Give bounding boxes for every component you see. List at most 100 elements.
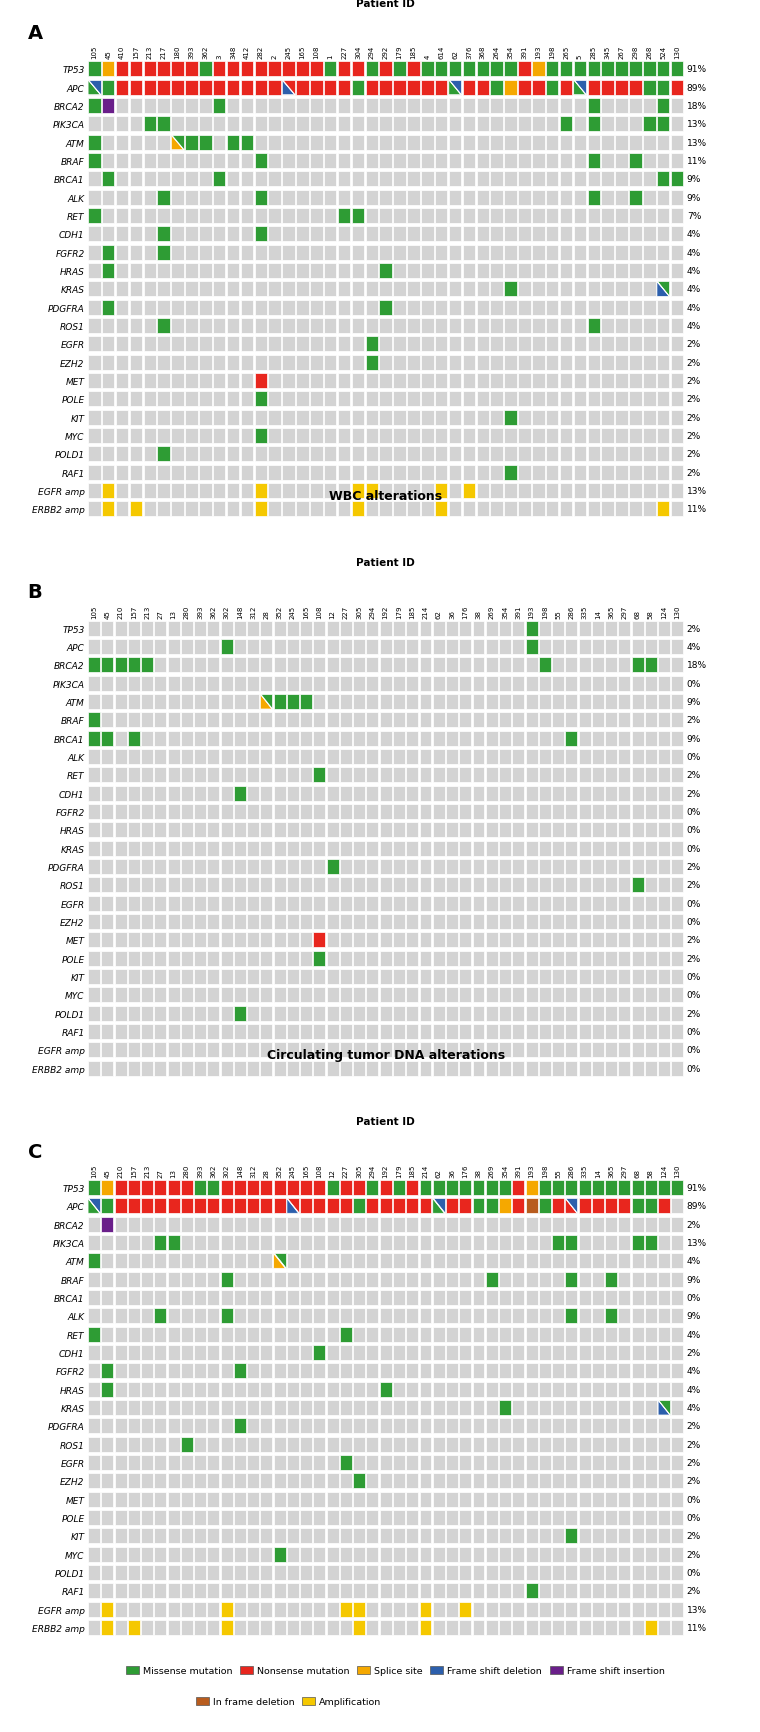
Bar (310, 282, 322, 298)
Bar (393, 1566, 405, 1580)
Bar (88, 391, 100, 407)
Bar (234, 951, 245, 966)
Bar (546, 355, 559, 371)
Bar (185, 118, 198, 132)
Bar (234, 878, 245, 894)
Bar (526, 1235, 537, 1251)
Bar (671, 430, 683, 443)
Bar (116, 374, 128, 390)
Bar (234, 786, 245, 802)
Bar (490, 246, 503, 260)
Bar (671, 338, 683, 352)
Bar (300, 1419, 312, 1434)
Bar (274, 804, 286, 819)
Bar (601, 227, 614, 242)
Bar (446, 823, 458, 838)
Bar (213, 502, 226, 518)
Bar (526, 1308, 537, 1323)
Bar (592, 951, 603, 966)
Bar (274, 1399, 286, 1415)
Bar (168, 1235, 179, 1251)
Bar (518, 483, 530, 499)
Bar (546, 447, 559, 462)
Bar (552, 1399, 564, 1415)
Bar (486, 622, 498, 636)
Bar (463, 210, 475, 223)
Bar (261, 675, 272, 691)
Bar (102, 447, 115, 462)
Bar (247, 1399, 259, 1415)
Bar (88, 1327, 100, 1342)
Bar (477, 447, 489, 462)
Bar (327, 951, 339, 966)
Bar (552, 1308, 564, 1323)
Bar (574, 391, 586, 407)
Bar (605, 987, 617, 1003)
Bar (526, 1474, 537, 1488)
Bar (128, 639, 140, 655)
Bar (380, 1271, 391, 1287)
Bar (407, 914, 418, 930)
Bar (353, 1363, 365, 1379)
Bar (605, 695, 617, 710)
Bar (560, 391, 572, 407)
Bar (185, 210, 198, 223)
Bar (353, 1528, 365, 1543)
Bar (300, 1510, 312, 1526)
Bar (546, 171, 559, 187)
Bar (220, 750, 233, 764)
Bar (526, 750, 537, 764)
Bar (128, 1583, 140, 1599)
Bar (226, 282, 239, 298)
Bar (247, 934, 259, 947)
Bar (380, 1024, 391, 1039)
Bar (157, 282, 170, 298)
Bar (619, 1062, 630, 1076)
Bar (587, 282, 600, 298)
Bar (247, 970, 259, 984)
Bar (645, 1043, 657, 1058)
Bar (463, 301, 475, 315)
Bar (327, 1235, 339, 1251)
Bar (241, 210, 253, 223)
Text: 0%: 0% (686, 1063, 701, 1074)
Bar (512, 987, 524, 1003)
Bar (393, 804, 405, 819)
Bar (512, 675, 524, 691)
Bar (490, 154, 503, 170)
Bar (220, 1363, 233, 1379)
Bar (552, 622, 564, 636)
Bar (407, 210, 420, 223)
Bar (432, 1491, 445, 1507)
Bar (658, 750, 670, 764)
Bar (255, 483, 267, 499)
Bar (632, 750, 644, 764)
Bar (518, 62, 530, 78)
Bar (324, 210, 337, 223)
Bar (560, 135, 572, 151)
Bar (154, 767, 166, 783)
Bar (407, 859, 418, 875)
Bar (128, 1510, 140, 1526)
Bar (526, 1062, 537, 1076)
Bar (532, 483, 545, 499)
Bar (565, 1619, 578, 1635)
Bar (130, 466, 142, 480)
Bar (565, 1308, 578, 1323)
Bar (154, 1619, 166, 1635)
Bar (287, 1290, 299, 1306)
Bar (366, 859, 378, 875)
Bar (313, 1363, 325, 1379)
Bar (128, 895, 140, 911)
Bar (605, 1043, 617, 1058)
Bar (505, 447, 517, 462)
Bar (115, 1455, 126, 1470)
Bar (102, 466, 115, 480)
Bar (261, 1271, 272, 1287)
Bar (287, 1566, 299, 1580)
Bar (353, 895, 365, 911)
Bar (393, 859, 405, 875)
Bar (115, 731, 126, 746)
Bar (435, 301, 448, 315)
Bar (287, 1006, 299, 1022)
